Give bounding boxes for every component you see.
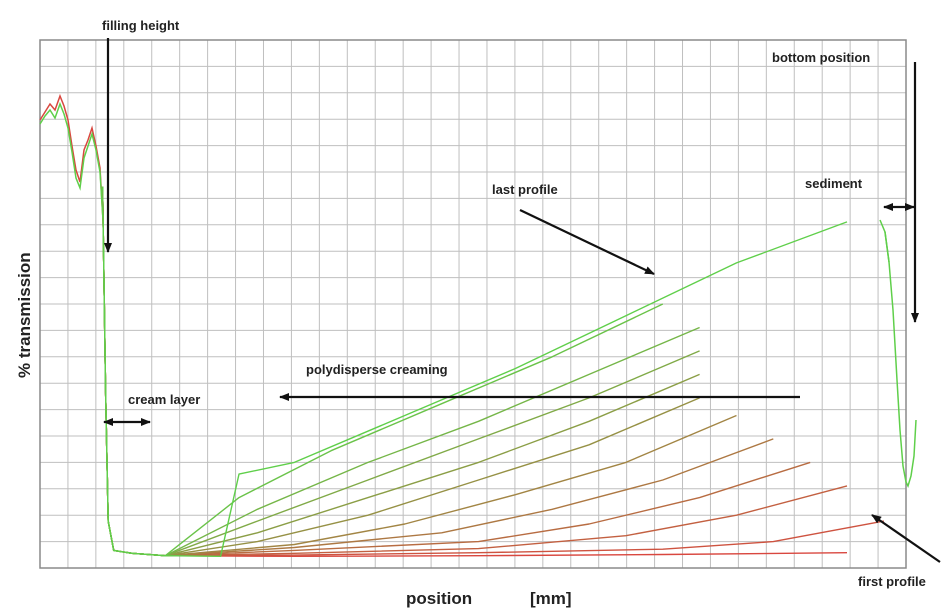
profile-curves (101, 186, 885, 557)
profile-line-12 (101, 186, 848, 557)
x-axis-title: position (406, 589, 472, 608)
polydisperse-creaming-label: polydisperse creaming (306, 362, 448, 377)
first-profile-label: first profile (858, 574, 926, 589)
profile-line-4 (101, 186, 811, 557)
cream-layer-label: cream layer (128, 392, 200, 407)
top-left-noise (39, 93, 104, 221)
y-axis-title: % transmission (15, 252, 34, 378)
profile-line-1 (101, 186, 848, 557)
last-profile-arrow (519, 209, 655, 275)
sediment-label: sediment (805, 176, 863, 191)
filling-height-label: filling height (102, 18, 180, 33)
x-axis-unit: [mm] (530, 589, 572, 608)
first-profile-arrow (871, 514, 941, 563)
right-edge-drop (879, 219, 917, 489)
plot-frame (39, 39, 907, 569)
grid (39, 39, 907, 569)
last-profile-label: last profile (492, 182, 558, 197)
profile-line-3 (101, 186, 848, 557)
bottom-position-label: bottom position (772, 50, 870, 65)
